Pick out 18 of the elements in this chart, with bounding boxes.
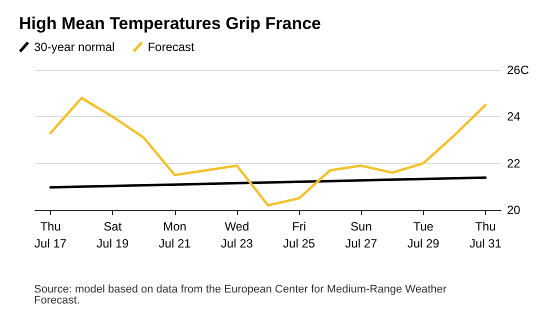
x-tick-label: Sun Jul 27: [345, 220, 378, 250]
x-tick-label: Sat Jul 19: [96, 220, 129, 250]
y-tick-label: 24: [507, 110, 521, 124]
x-tick-label: Mon Jul 21: [158, 220, 192, 250]
line-series: [49, 176, 487, 189]
x-tick-label: Fri Jul 25: [283, 220, 316, 250]
y-tick-label: 26C: [507, 63, 530, 77]
x-tick-label: Tue Jul 29: [407, 220, 440, 250]
legend-label: 30-year normal: [34, 40, 115, 54]
x-tick-label: Wed Jul 23: [220, 220, 254, 250]
source-note: Source: model based on data from the European Center for Medium-Range Weather Forecast.: [34, 284, 450, 306]
line-series: [49, 96, 487, 207]
chart-title: High Mean Temperatures Grip France: [19, 14, 321, 33]
x-tick-label: Thu Jul 31: [469, 220, 502, 250]
y-tick-label: 22: [507, 156, 521, 170]
y-tick-label: 20: [507, 203, 521, 217]
x-tick-label: Thu Jul 17: [34, 220, 67, 250]
legend-label: Forecast: [148, 40, 196, 54]
